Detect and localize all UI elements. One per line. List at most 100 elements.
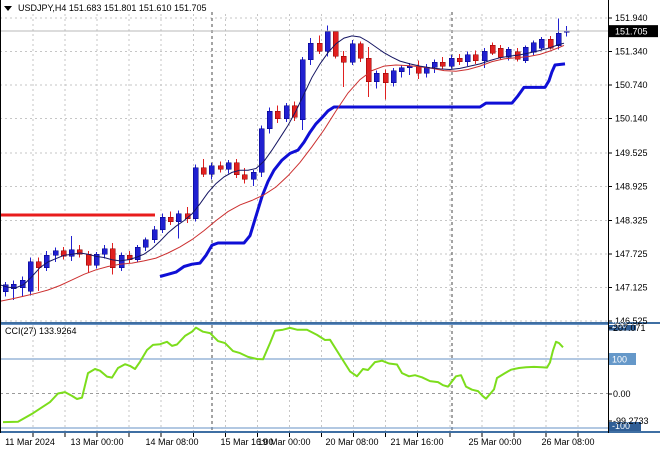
candle-body: [464, 54, 471, 62]
candle-body: [266, 111, 273, 130]
candle-body: [538, 39, 545, 49]
candle-body: [390, 70, 397, 84]
cci-level-badge: [609, 325, 636, 331]
cci-line: [2, 326, 564, 424]
time-axis-label: 13 Mar 00:00: [70, 437, 123, 447]
candle-body: [274, 111, 281, 119]
time-axis-label: 25 Mar 00:00: [468, 437, 521, 447]
candle-body: [151, 229, 158, 240]
candle-body: [134, 247, 141, 260]
candle-body: [258, 128, 265, 173]
cci-axis-label: -99.2733: [613, 416, 649, 426]
candle-body: [167, 216, 174, 222]
candle-body: [10, 284, 17, 290]
candle-body: [60, 250, 67, 257]
cci-level-badge: [609, 422, 641, 431]
candle-body: [35, 261, 42, 268]
price-axis-label: 147.125: [615, 282, 648, 292]
candle-body: [299, 59, 306, 121]
candle-body: [68, 249, 75, 257]
candle-body: [118, 255, 125, 268]
week-separators: [211, 12, 453, 431]
candle-body: [76, 249, 83, 255]
candle-body: [431, 61, 438, 68]
panel-separator: [0, 322, 660, 324]
candle-body: [349, 43, 356, 63]
candle-body: [291, 105, 298, 118]
indicator-label: CCI(27) 133.9264: [5, 326, 77, 336]
candle-body: [547, 39, 554, 49]
ma-slow-line: [0, 44, 565, 302]
candle-body: [357, 43, 364, 59]
price-axis-label: 148.325: [615, 215, 648, 225]
candle-body: [101, 248, 108, 255]
cci-level-badge: [609, 353, 636, 365]
chart-title-bar: USDJPY,H4 151.683 151.801 151.610 151.70…: [4, 2, 207, 14]
candle-body: [192, 167, 199, 220]
candle-body: [324, 31, 331, 52]
symbol-dropdown-icon[interactable]: [4, 5, 12, 11]
time-axis-label: 26 Mar 08:00: [541, 437, 594, 447]
candle-body: [307, 42, 314, 61]
candle-body: [250, 172, 257, 180]
candle-body: [448, 58, 455, 67]
time-axis-label: 15 Mar 16:00: [220, 437, 273, 447]
cci-axis[interactable]: 200 100 -100 207.071 0.00 -99.2733: [608, 320, 649, 431]
panel-chrome: [0, 0, 660, 433]
current-price-badge: [609, 25, 658, 38]
candle-body: [456, 58, 463, 62]
time-axis-label: 19 Mar 00:00: [257, 437, 310, 447]
price-axis-label: 151.940: [615, 13, 648, 23]
candle-body: [184, 213, 191, 220]
candle-body: [489, 45, 496, 54]
candle-body: [142, 239, 149, 248]
step-support-line: [159, 62, 566, 278]
price-axis-label: 150.740: [615, 80, 648, 90]
cci-level-badge-label: 200: [612, 320, 627, 330]
candle-body: [109, 248, 116, 268]
candle-body: [439, 61, 446, 67]
price-axis[interactable]: 151.940 151.340 150.740 150.140 149.525 148.9…: [608, 13, 658, 326]
candle-body: [340, 55, 347, 63]
candle-body: [530, 42, 537, 53]
time-axis-label: 11 Mar 2024: [5, 437, 55, 447]
price-axis-label: 151.340: [615, 47, 648, 57]
candle-body: [2, 284, 9, 292]
candle-body: [365, 58, 372, 83]
time-axis-label: 21 Mar 16:00: [390, 437, 443, 447]
candle-body: [52, 250, 59, 256]
chart-title: USDJPY,H4 151.683 151.801 151.610 151.70…: [18, 3, 207, 13]
candle-body: [497, 47, 504, 58]
candle-body: [200, 167, 207, 175]
candle-body: [159, 216, 166, 230]
price-axis-label: 147.725: [615, 249, 648, 259]
candle-body: [27, 261, 34, 292]
cci-axis-label: 0.00: [613, 389, 631, 399]
candle-body: [175, 213, 182, 222]
candle-body: [283, 105, 290, 119]
price-axis-label: 149.525: [615, 148, 648, 158]
price-axis-label: 146.525: [615, 316, 648, 326]
candle-body: [382, 73, 389, 84]
time-axis-label: 14 Mar 08:00: [145, 437, 198, 447]
ma-fast-line: [0, 35, 565, 289]
candle-body: [505, 49, 512, 58]
cci-level-badge-label: -100: [612, 421, 630, 431]
candle-body: [93, 253, 100, 266]
panel-separator: [0, 431, 660, 433]
price-axis-label: 148.925: [615, 182, 648, 192]
grid-layer: [0, 14, 608, 431]
candle-body: [472, 54, 479, 61]
candle-body: [555, 32, 562, 47]
cci-level-badge-label: 100: [612, 355, 627, 365]
candle-body: [217, 165, 224, 170]
cci-axis-label: 207.071: [613, 323, 646, 333]
candles-layer: [2, 18, 570, 301]
candle-body: [373, 73, 380, 83]
candle-body: [208, 165, 215, 175]
current-price-badge-label: 151.705: [615, 27, 648, 37]
candle-body: [481, 50, 488, 61]
time-axis[interactable]: 11 Mar 2024 13 Mar 00:00 14 Mar 08:00 15 Ma…: [5, 433, 595, 447]
